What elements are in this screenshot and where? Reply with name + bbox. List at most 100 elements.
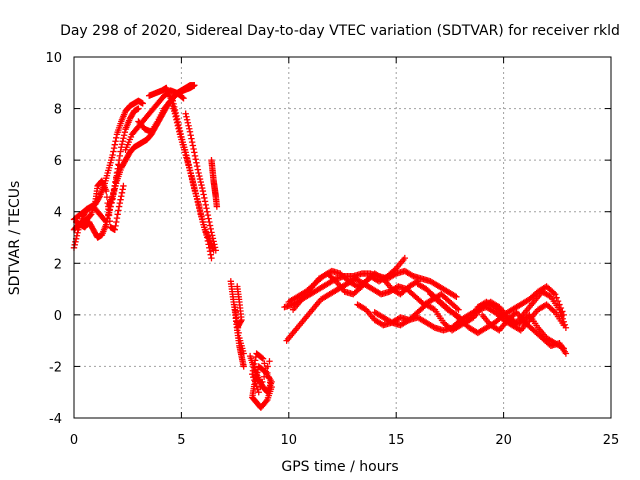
y-tick-label: -4 xyxy=(49,412,62,427)
data-point xyxy=(516,326,523,333)
data-point xyxy=(184,158,192,165)
data-point xyxy=(455,306,462,313)
data-point xyxy=(208,254,215,262)
data-point xyxy=(494,326,502,333)
data-point xyxy=(553,294,560,301)
series-arc-22 xyxy=(427,288,570,331)
chart-title: Day 298 of 2020, Sidereal Day-to-day VTE… xyxy=(60,23,620,39)
data-point xyxy=(170,100,177,108)
data-point xyxy=(207,225,214,233)
data-point xyxy=(201,194,208,202)
data-point xyxy=(116,199,124,207)
data-point xyxy=(73,232,81,239)
grid-lines xyxy=(74,57,611,418)
data-point xyxy=(175,121,182,129)
data-point xyxy=(211,241,218,248)
data-point xyxy=(104,215,111,222)
data-point xyxy=(183,155,191,162)
data-point xyxy=(188,173,195,180)
series-arc-2 xyxy=(70,105,142,226)
data-point xyxy=(205,241,212,248)
data-point xyxy=(188,135,195,142)
data-point xyxy=(120,132,128,139)
data-point xyxy=(251,376,258,384)
data-point xyxy=(186,167,194,174)
data-point xyxy=(196,172,203,180)
data-point xyxy=(264,363,271,370)
data-point xyxy=(103,221,110,228)
data-marks xyxy=(70,82,570,411)
data-point xyxy=(121,129,129,136)
data-point xyxy=(253,350,260,357)
data-point xyxy=(262,368,270,375)
data-point xyxy=(116,152,124,160)
data-point xyxy=(105,209,113,216)
data-point xyxy=(169,97,177,105)
data-point xyxy=(206,218,213,226)
x-axis-label: GPS time / hours xyxy=(281,459,398,475)
data-point xyxy=(193,159,200,166)
data-point xyxy=(213,203,221,210)
data-point xyxy=(183,113,190,120)
data-point xyxy=(259,378,266,386)
data-point xyxy=(71,241,78,249)
data-point xyxy=(119,186,126,193)
series-arc-18 xyxy=(289,254,408,313)
data-point xyxy=(257,383,264,391)
data-point xyxy=(551,291,559,298)
data-point xyxy=(550,289,557,297)
data-point xyxy=(562,350,570,357)
data-point xyxy=(200,191,207,198)
y-tick-label: 4 xyxy=(54,206,62,221)
data-point xyxy=(135,105,142,112)
data-point xyxy=(110,144,118,152)
data-point xyxy=(105,212,112,219)
data-point xyxy=(401,254,408,262)
data-point xyxy=(198,184,206,192)
data-point xyxy=(249,367,257,374)
data-point xyxy=(232,309,240,316)
data-point xyxy=(120,135,127,142)
data-point xyxy=(106,206,113,213)
series-arc-7 xyxy=(135,82,198,135)
data-point xyxy=(186,125,193,132)
data-point xyxy=(207,251,214,258)
series-arc-14 xyxy=(246,350,275,411)
data-point xyxy=(191,152,199,160)
data-point xyxy=(266,358,273,365)
data-point xyxy=(195,169,202,177)
data-point xyxy=(189,179,197,186)
data-point xyxy=(182,110,189,117)
data-point xyxy=(266,379,274,386)
data-point xyxy=(187,132,194,139)
data-point xyxy=(190,145,197,153)
data-point xyxy=(196,206,204,214)
data-point xyxy=(191,149,198,156)
y-tick-label: 0 xyxy=(54,309,62,324)
x-tick-label: 25 xyxy=(603,433,620,448)
series-arc-12 xyxy=(227,278,247,370)
data-point xyxy=(118,141,126,148)
data-point xyxy=(203,234,211,241)
data-point xyxy=(253,382,260,390)
data-point xyxy=(260,373,268,380)
data-point xyxy=(251,360,258,368)
data-point xyxy=(103,187,110,195)
data-point xyxy=(110,148,117,155)
data-point xyxy=(357,284,364,291)
data-point xyxy=(263,398,270,405)
data-point xyxy=(118,193,125,200)
data-point xyxy=(252,353,260,361)
data-point xyxy=(190,182,197,189)
y-tick-label: 2 xyxy=(54,257,62,272)
data-point xyxy=(112,138,119,145)
data-point xyxy=(113,134,120,141)
data-point xyxy=(115,203,123,210)
data-point xyxy=(558,312,565,319)
data-point xyxy=(117,196,124,203)
data-point xyxy=(249,370,256,378)
data-point xyxy=(188,138,196,146)
data-point xyxy=(179,94,186,101)
data-point xyxy=(197,209,204,217)
